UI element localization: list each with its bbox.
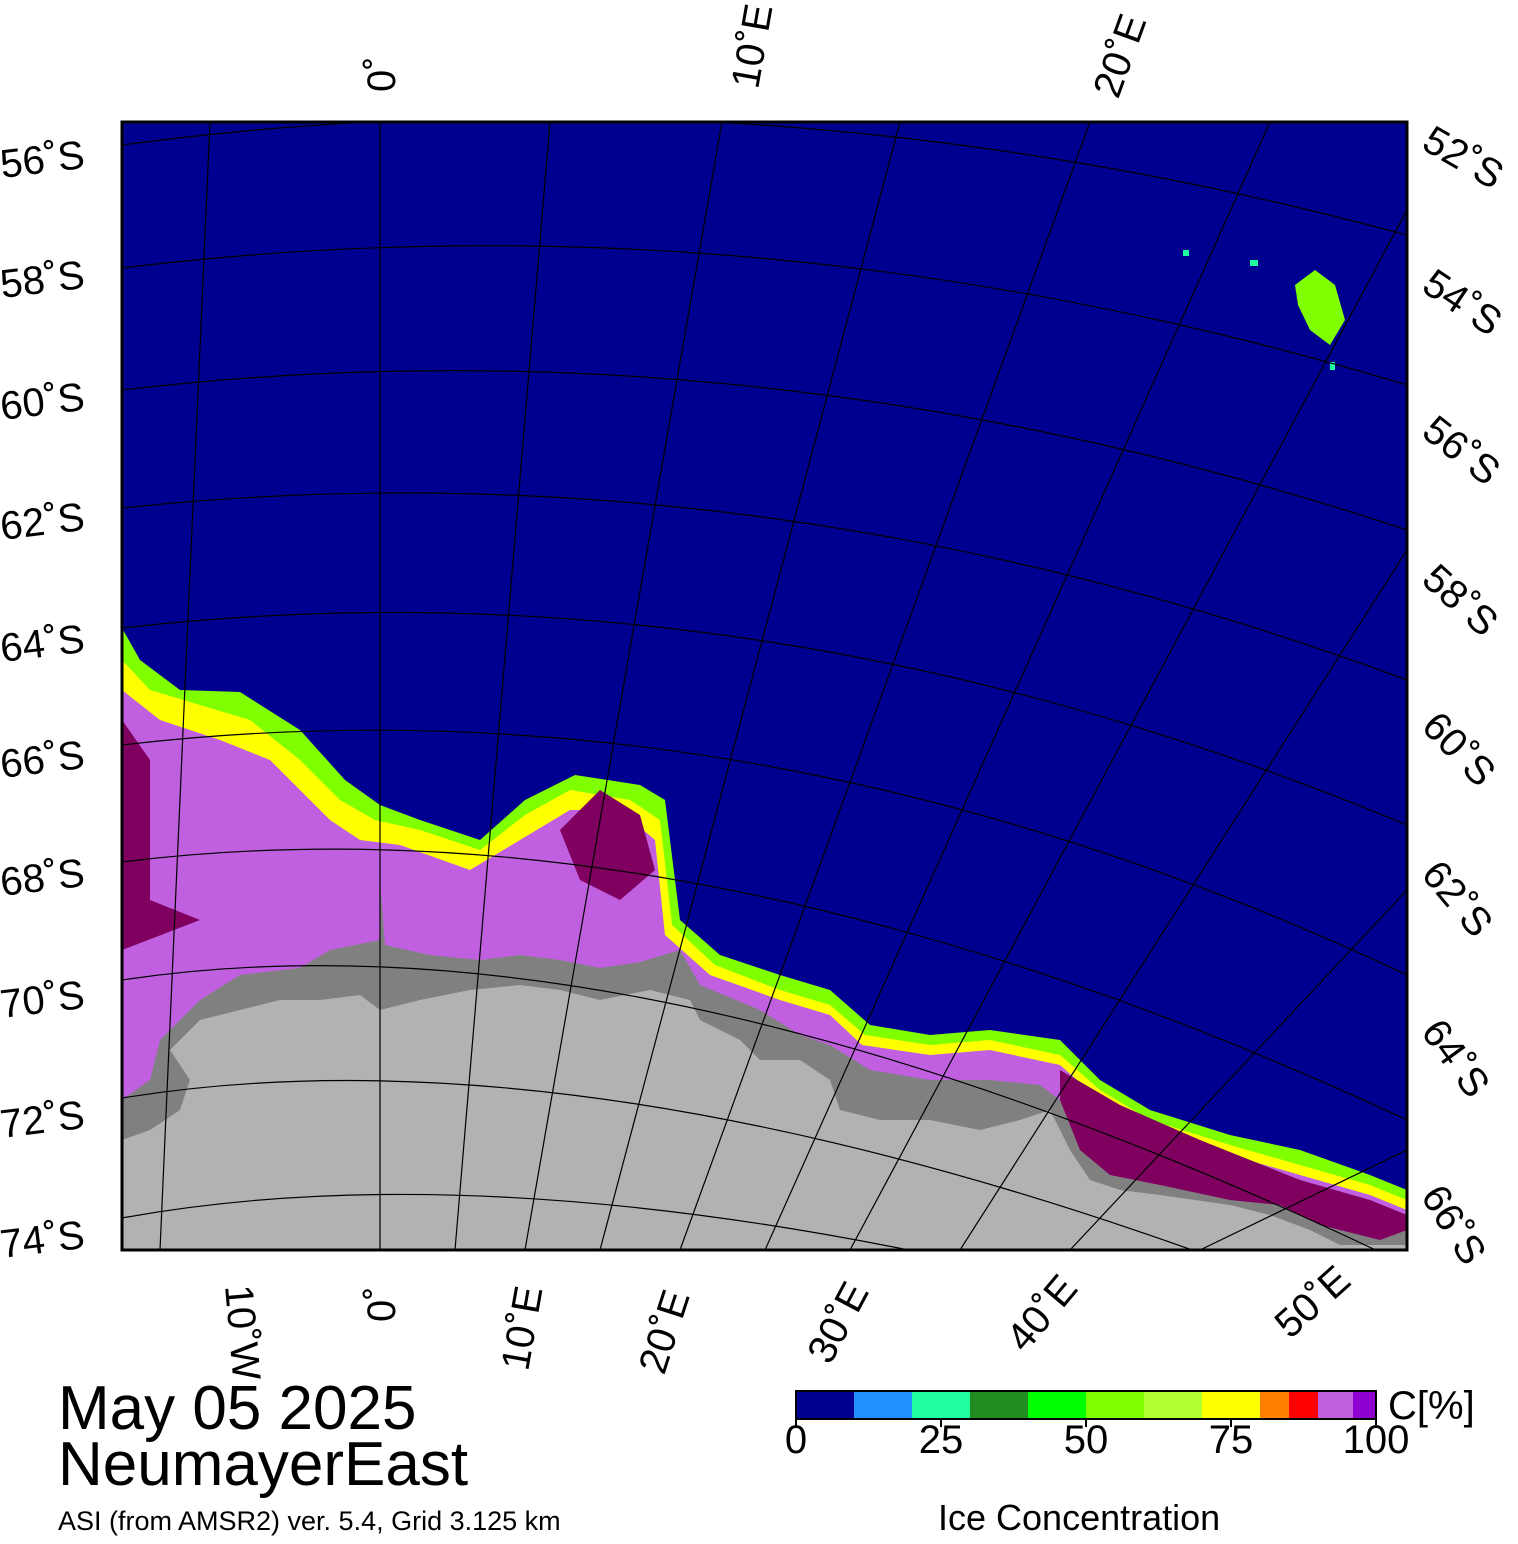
- colorbar-bin: [1260, 1391, 1289, 1419]
- graticule-parallels: [122, 122, 1407, 1250]
- colorbar-bin: [854, 1391, 912, 1419]
- colorbar-unit: C[%]: [1388, 1384, 1475, 1428]
- left-label: 62˚S: [0, 495, 87, 549]
- colorbar-bin: [1144, 1391, 1202, 1419]
- colorbar-bin: [796, 1391, 854, 1419]
- product-info: ASI (from AMSR2) ver. 5.4, Grid 3.125 km: [58, 1506, 561, 1536]
- colorbar-tick-label: 100: [1342, 1418, 1410, 1462]
- bottom-label: 40˚E: [998, 1267, 1086, 1360]
- colorbar-tick-label: 25: [918, 1418, 964, 1462]
- colorbar-title: Ice Concentration: [938, 1497, 1221, 1538]
- bottom-label: 20˚E: [631, 1285, 699, 1379]
- left-label: 68˚S: [0, 851, 87, 905]
- colorbar-bin: [912, 1391, 970, 1419]
- bottom-label: 50˚E: [1267, 1257, 1359, 1346]
- colorbar: [795, 1390, 1377, 1427]
- map-frame: [120, 120, 1409, 1252]
- ice-patch: [1295, 270, 1345, 345]
- right-label: 56˚S: [1414, 407, 1508, 494]
- ice-speck: [1330, 362, 1335, 370]
- top-label: 0˚: [360, 56, 404, 92]
- colorbar-tick-label: 0: [784, 1418, 808, 1462]
- right-label: 66˚S: [1412, 1177, 1494, 1272]
- colorbar-bin: [1028, 1391, 1086, 1419]
- left-label: 70˚S: [0, 973, 87, 1027]
- left-label: 60˚S: [0, 375, 87, 429]
- bottom-label: 0˚: [360, 1286, 404, 1322]
- graticule-meridians: [159, 122, 1407, 1250]
- colorbar-tick-label: 75: [1208, 1418, 1254, 1462]
- top-label: 10˚E: [724, 1, 782, 92]
- left-label: 56˚S: [0, 133, 87, 187]
- colorbar-bin: [970, 1391, 1028, 1419]
- colorbar-bin: [1086, 1391, 1144, 1419]
- colorbar-bin: [1318, 1391, 1353, 1419]
- left-label: 66˚S: [0, 733, 87, 787]
- ice-consolidated: [122, 720, 1407, 1250]
- bottom-label: 10˚W: [216, 1283, 268, 1382]
- right-label: 64˚S: [1413, 1011, 1498, 1105]
- region-name: NeumayerEast: [58, 1430, 469, 1499]
- ice-speck: [1183, 250, 1189, 256]
- right-label: 52˚S: [1416, 118, 1511, 198]
- map-date: May 05 2025: [58, 1374, 417, 1443]
- right-label: 58˚S: [1414, 556, 1506, 645]
- top-label: 20˚E: [1085, 9, 1155, 103]
- ice-speck: [1250, 260, 1258, 266]
- colorbar-bin: [1202, 1391, 1260, 1419]
- land: [122, 985, 1407, 1250]
- colorbar-bin: [1289, 1391, 1318, 1419]
- left-label: 58˚S: [0, 253, 87, 307]
- left-label: 64˚S: [0, 617, 87, 671]
- right-label: 62˚S: [1413, 853, 1501, 946]
- colorbar-bin: [1352, 1391, 1376, 1419]
- bottom-label: 10˚E: [494, 1283, 552, 1374]
- right-label: 60˚S: [1414, 704, 1504, 795]
- left-label: 72˚S: [0, 1093, 87, 1147]
- right-label: 54˚S: [1415, 261, 1510, 345]
- left-label: 74˚S: [0, 1213, 87, 1267]
- bottom-label: 30˚E: [799, 1275, 878, 1370]
- colorbar-tick-label: 50: [1063, 1418, 1109, 1462]
